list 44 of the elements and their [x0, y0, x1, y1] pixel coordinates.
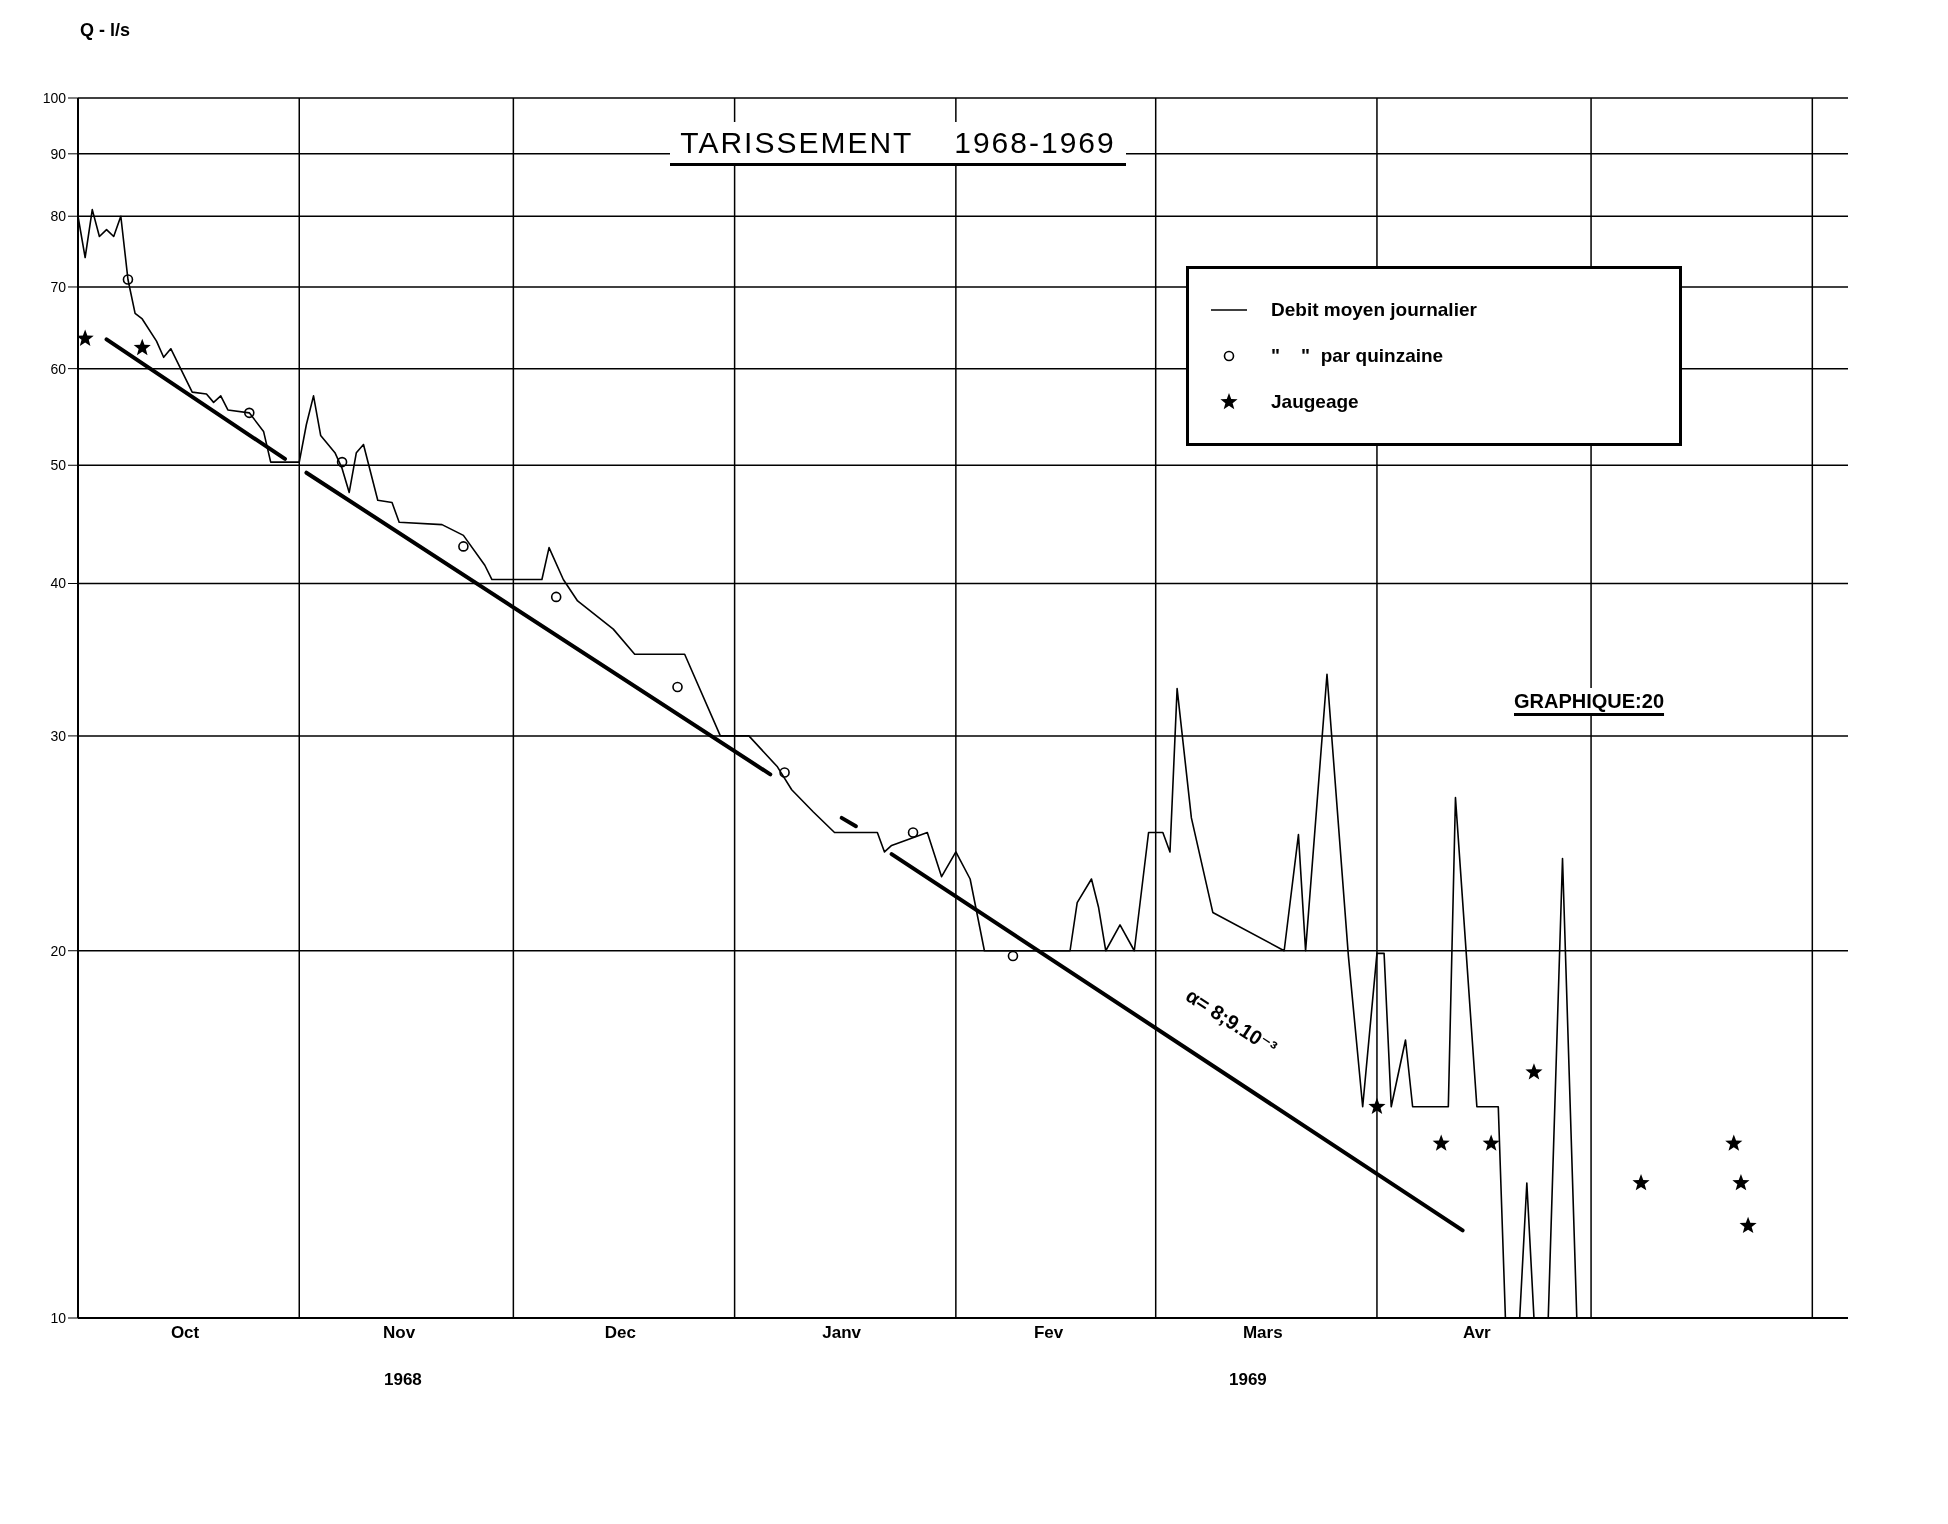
text: 1969 — [1223, 1368, 1273, 1392]
x-tick-label: Nov — [383, 1323, 416, 1343]
x-tick-label: Oct — [170, 1323, 200, 1343]
point — [1525, 1063, 1543, 1080]
y-tick-label: 10 — [50, 1309, 67, 1326]
point — [1632, 1174, 1650, 1191]
legend-label: Jaugeage — [1271, 391, 1359, 413]
y-tick-label: 60 — [50, 360, 67, 377]
point — [550, 591, 562, 603]
point — [122, 274, 134, 285]
text: 1968 — [378, 1368, 428, 1392]
x-tick-label: Janv — [822, 1323, 862, 1343]
y-tick-label: 30 — [50, 727, 67, 744]
y-tick-label: 80 — [50, 208, 67, 225]
x-tick-label: Fev — [1034, 1323, 1064, 1343]
point — [1482, 1134, 1500, 1151]
point — [243, 407, 255, 419]
point — [779, 767, 790, 778]
x-tick-label: Dec — [604, 1323, 637, 1343]
y-tick-label: 70 — [50, 278, 67, 295]
legend-label: Debit moyen journalier — [1271, 299, 1477, 321]
y-axis-title: Q - l/s — [80, 20, 131, 41]
point — [78, 329, 94, 346]
point — [133, 338, 151, 356]
point — [1739, 1216, 1757, 1234]
point — [1732, 1174, 1750, 1191]
point — [1725, 1134, 1743, 1151]
point — [1368, 1097, 1386, 1114]
point — [907, 827, 919, 838]
x-tick-label: Mars — [1242, 1323, 1283, 1343]
annotation: GRAPHIQUE:20 — [1508, 688, 1671, 715]
y-tick-label: 90 — [50, 145, 67, 162]
y-tick-label: 20 — [50, 942, 67, 959]
y-tick-label: 50 — [50, 457, 67, 474]
point — [458, 541, 469, 552]
point — [672, 681, 683, 693]
point — [336, 456, 348, 468]
x-tick-label: Avr — [1463, 1323, 1492, 1343]
y-tick-label: 40 — [50, 575, 67, 592]
text: TARISSEMENT 1968-1969 — [670, 122, 1126, 166]
y-tick-label: 100 — [42, 89, 67, 106]
point — [1007, 950, 1019, 962]
point — [1432, 1134, 1450, 1151]
legend-label: " " par quinzaine — [1271, 345, 1444, 367]
